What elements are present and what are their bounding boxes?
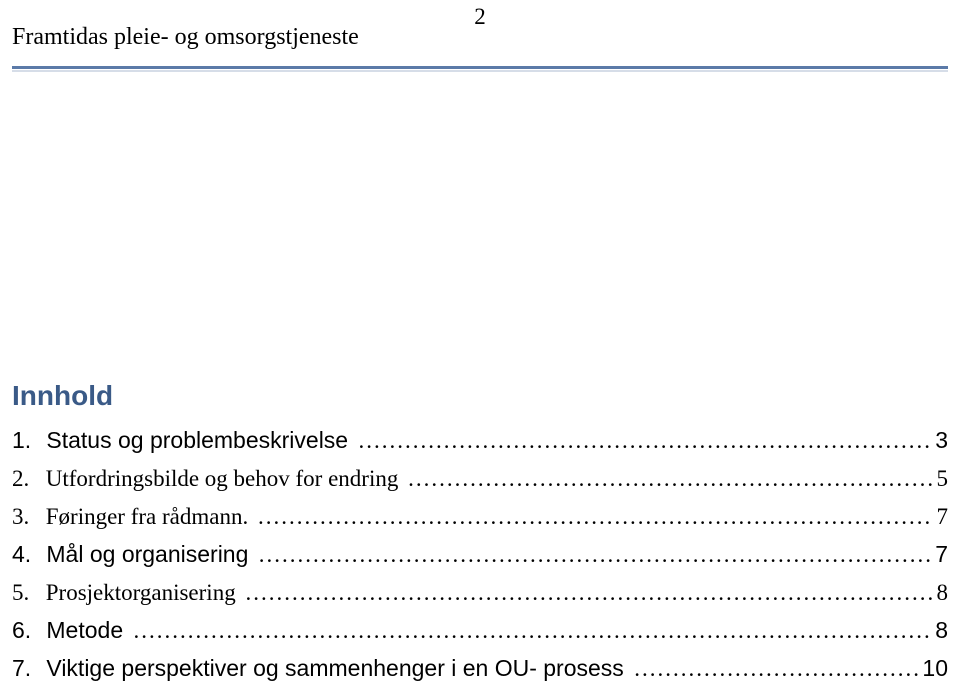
- toc-entry-text: Føringer fra rådmann.: [40, 498, 254, 536]
- toc-entry-number: 3.: [12, 498, 40, 536]
- toc-leader-dots: [255, 536, 931, 574]
- header-divider: [12, 66, 948, 72]
- toc-entry-text: Viktige perspektiver og sammenhenger i e…: [40, 650, 630, 688]
- toc-entry-text: Status og problembeskrivelse: [40, 422, 355, 460]
- toc-entry-number: 5.: [12, 574, 40, 612]
- toc-entry: 2. Utfordringsbilde og behov for endring…: [12, 460, 948, 498]
- toc-entry-text: Prosjektorganisering: [40, 574, 241, 612]
- toc-list: 1. Status og problembeskrivelse 32. Utfo…: [12, 422, 948, 688]
- toc-leader-dots: [241, 574, 932, 612]
- toc-leader-dots: [404, 460, 932, 498]
- toc-entry: 1. Status og problembeskrivelse 3: [12, 422, 948, 460]
- toc-leader-dots: [254, 498, 933, 536]
- toc-entry-page: 7: [931, 536, 948, 574]
- toc-entry: 7. Viktige perspektiver og sammenhenger …: [12, 650, 948, 688]
- toc-entry-text: Mål og organisering: [40, 536, 255, 574]
- toc-entry-page: 3: [931, 422, 948, 460]
- toc-entry-number: 2.: [12, 460, 40, 498]
- toc-entry-text: Metode: [40, 612, 130, 650]
- toc-entry-number: 4.: [12, 536, 40, 574]
- toc-entry: 4. Mål og organisering 7: [12, 536, 948, 574]
- toc-entry: 3. Føringer fra rådmann. 7: [12, 498, 948, 536]
- toc-leader-dots: [355, 422, 932, 460]
- toc-entry-text: Utfordringsbilde og behov for endring: [40, 460, 404, 498]
- toc-leader-dots: [630, 650, 918, 688]
- toc-heading: Innhold: [12, 380, 113, 412]
- toc-entry-page: 10: [918, 650, 948, 688]
- document-page: 2 Framtidas pleie- og omsorgstjeneste In…: [0, 0, 960, 689]
- document-header-title: Framtidas pleie- og omsorgstjeneste: [12, 24, 359, 51]
- toc-entry-number: 6.: [12, 612, 40, 650]
- toc-entry-number: 1.: [12, 422, 40, 460]
- toc-leader-dots: [130, 612, 932, 650]
- toc-entry-page: 7: [933, 498, 949, 536]
- toc-entry: 5. Prosjektorganisering 8: [12, 574, 948, 612]
- toc-entry: 6. Metode 8: [12, 612, 948, 650]
- toc-entry-number: 7.: [12, 650, 40, 688]
- toc-entry-page: 8: [931, 612, 948, 650]
- toc-entry-page: 8: [933, 574, 949, 612]
- toc-entry-page: 5: [933, 460, 949, 498]
